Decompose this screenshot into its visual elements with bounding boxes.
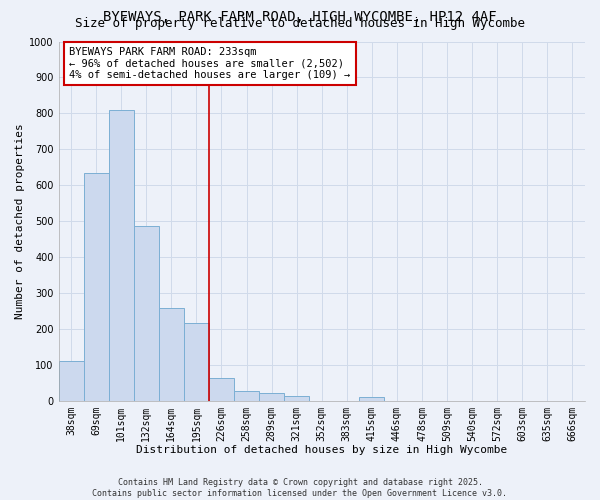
- Text: Size of property relative to detached houses in High Wycombe: Size of property relative to detached ho…: [75, 18, 525, 30]
- Bar: [184, 324, 209, 400]
- Bar: [59, 361, 83, 401]
- Y-axis label: Number of detached properties: Number of detached properties: [15, 123, 25, 319]
- Text: Contains HM Land Registry data © Crown copyright and database right 2025.
Contai: Contains HM Land Registry data © Crown c…: [92, 478, 508, 498]
- Bar: [109, 110, 134, 401]
- Bar: [259, 393, 284, 400]
- Text: BYEWAYS PARK FARM ROAD: 233sqm
← 96% of detached houses are smaller (2,502)
4% o: BYEWAYS PARK FARM ROAD: 233sqm ← 96% of …: [69, 47, 350, 80]
- Bar: [134, 226, 159, 400]
- Bar: [359, 398, 385, 400]
- X-axis label: Distribution of detached houses by size in High Wycombe: Distribution of detached houses by size …: [136, 445, 508, 455]
- Bar: [234, 390, 259, 400]
- Bar: [209, 378, 234, 400]
- Bar: [159, 308, 184, 400]
- Bar: [284, 396, 309, 400]
- Text: BYEWAYS, PARK FARM ROAD, HIGH WYCOMBE, HP12 4AF: BYEWAYS, PARK FARM ROAD, HIGH WYCOMBE, H…: [103, 10, 497, 24]
- Bar: [83, 172, 109, 400]
